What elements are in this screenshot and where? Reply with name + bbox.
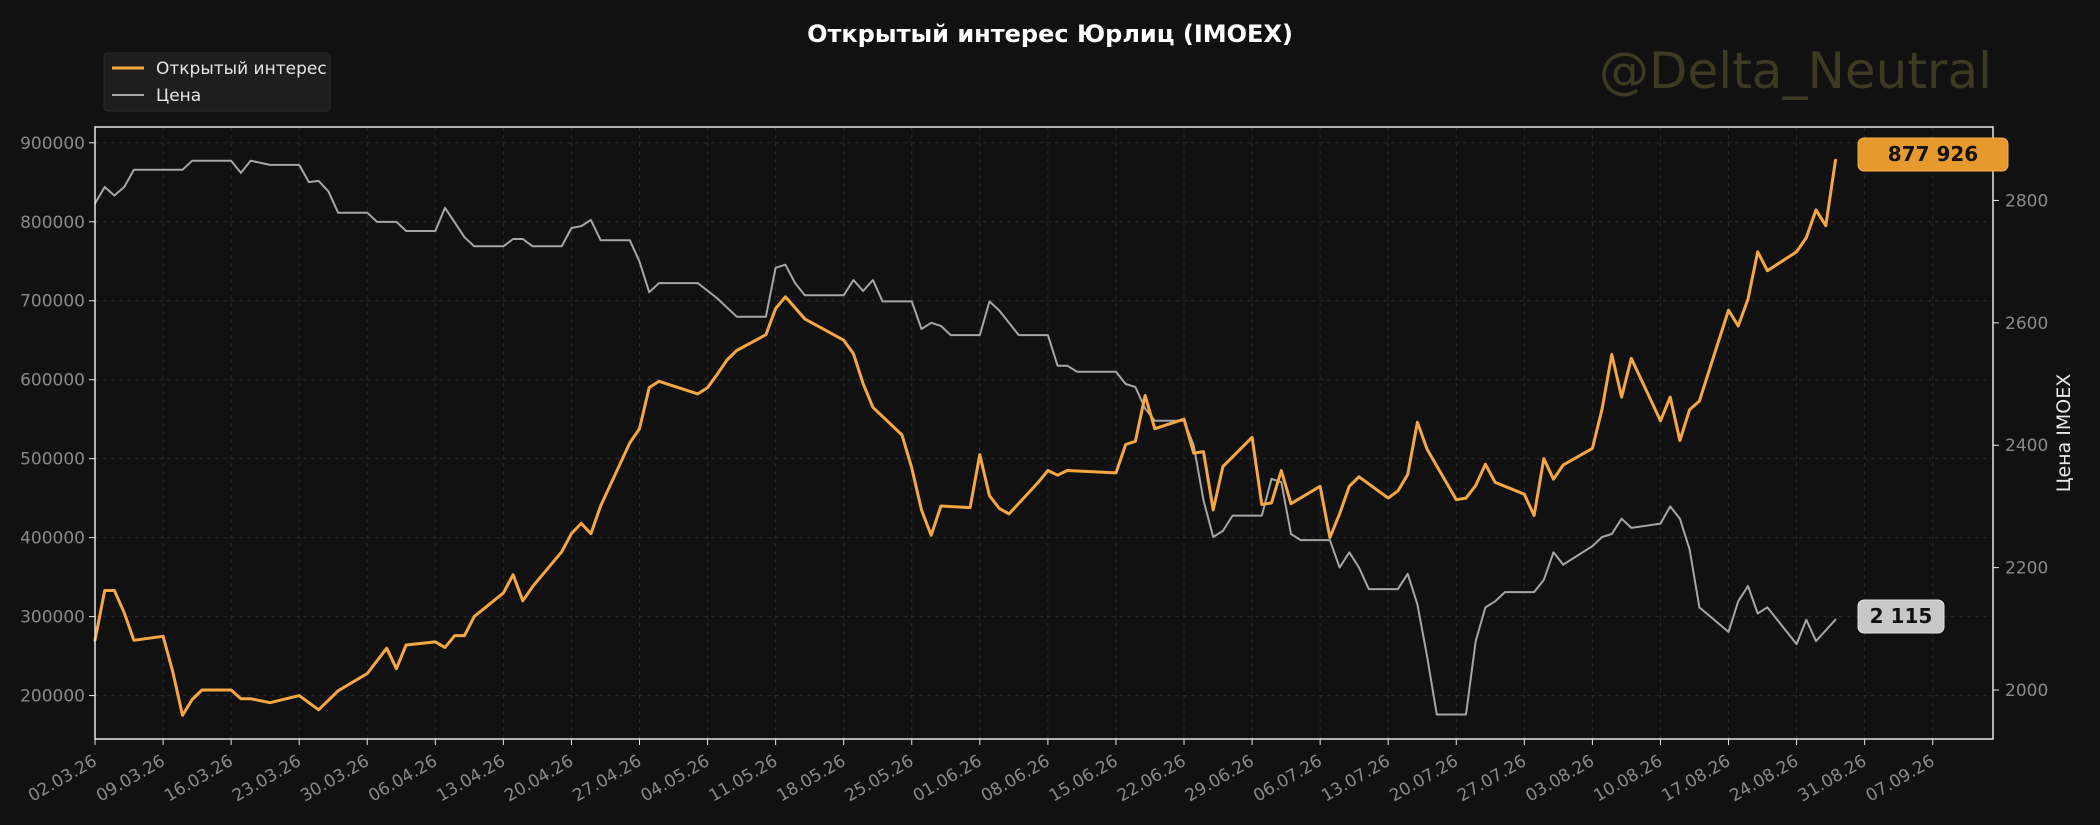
y-left-tick-label: 200000 [20,687,85,707]
last-value-oi-box [1857,137,2009,172]
series-line-price [94,159,1837,716]
legend-label-oi: Открытый интерес [156,59,327,79]
y-right-tick-label: 2200 [2005,559,2048,579]
y-right-ticks: 2000 2200 2400 2600 2800 [1993,191,2048,701]
y-right-tick-label: 2600 [2005,314,2048,334]
last-value-oi: 877 926 [1888,142,1978,166]
series-line-open-interest [93,158,1837,717]
grid [94,127,1993,739]
legend-label-price: Цена [156,86,201,106]
y-left-tick-label: 900000 [20,134,85,154]
watermark: @Delta_Neutral [1599,42,1992,100]
y-right-tick-label: 2800 [2005,191,2048,211]
y-right-tick-label: 2000 [2005,681,2048,701]
y-right-tick-label: 2400 [2005,436,2048,456]
legend: Открытый интерес Цена [103,52,331,112]
y-left-tick-label: 600000 [20,371,85,391]
y-left-tick-label: 500000 [20,450,85,470]
y-axis-right-label: Цена IMOEX [2053,374,2075,493]
y-left-tick-label: 800000 [20,213,85,233]
series-layer [93,158,1837,717]
y-left-tick-label: 700000 [20,292,85,312]
legend-box [103,52,331,112]
last-value-oi-badge: 877 926 [1857,137,2009,172]
y-left-tick-label: 400000 [20,529,85,549]
y-left-tick-label: 300000 [20,608,85,628]
last-value-price-box [1857,599,1945,634]
plot-frame [94,126,1994,740]
last-value-price: 2 115 [1870,604,1933,628]
last-value-price-badge: 2 115 [1857,599,1945,634]
chart-title: Открытый интерес Юрлиц (IMOEX) [807,20,1293,48]
y-left-ticks: 200000 300000 400000 500000 600000 700000 8000… [20,134,95,707]
